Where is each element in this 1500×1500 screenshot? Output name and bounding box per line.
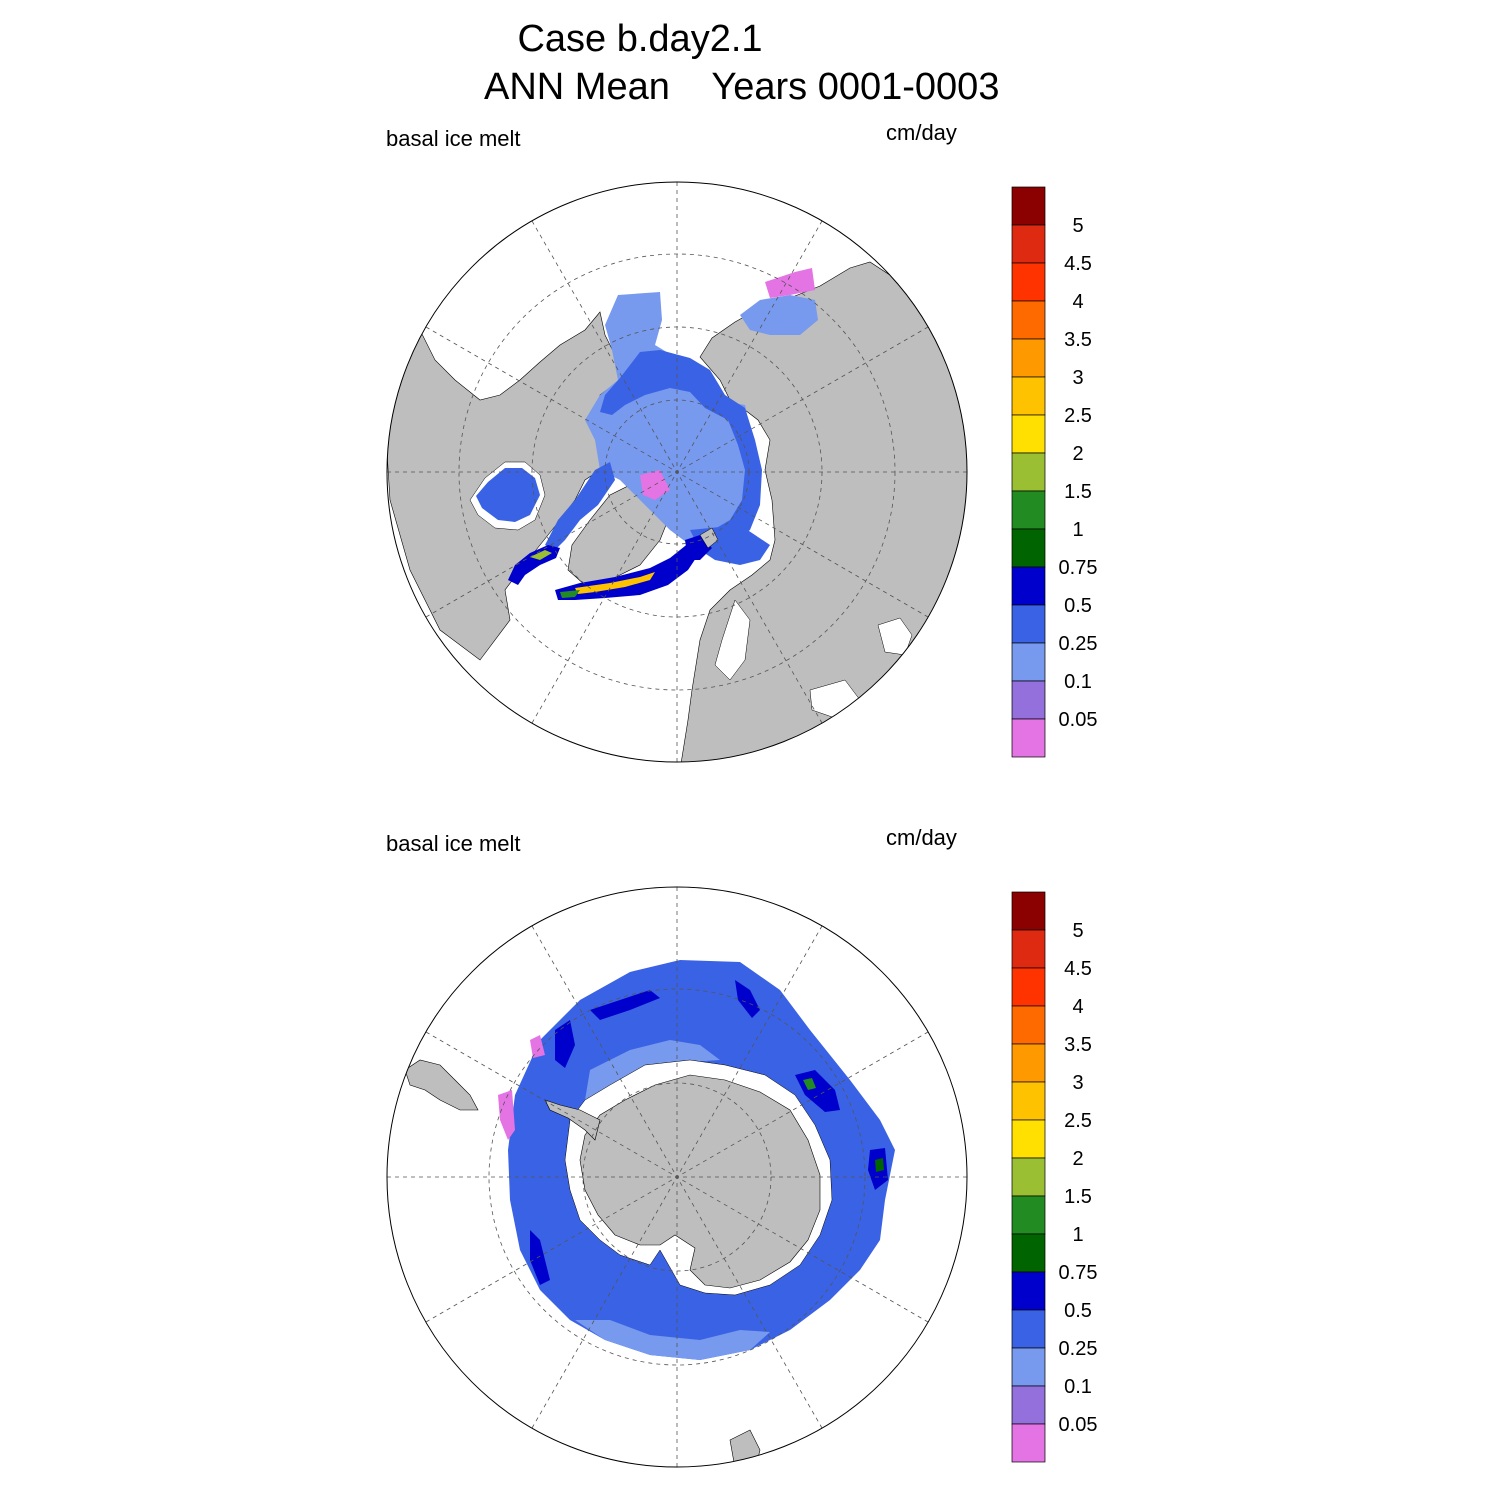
north-colorbar-swatch xyxy=(1011,604,1046,644)
antarctica-land xyxy=(579,1074,821,1289)
north-colorbar-swatch xyxy=(1011,338,1046,378)
south-colorbar-swatch xyxy=(1011,1119,1046,1159)
south-colorbar-label: 1.5 xyxy=(1064,1186,1092,1208)
southern-ocean-melt-fringe xyxy=(575,1320,770,1360)
south-colorbar-swatch xyxy=(1011,929,1046,969)
north-colorbar-swatch xyxy=(1011,186,1046,226)
drake-passage-melt-low xyxy=(498,1090,515,1140)
baltic-water xyxy=(714,599,751,681)
south-units-label: cm/day xyxy=(886,825,957,850)
north-colorbar-label: 0.05 xyxy=(1059,709,1098,731)
australia-land xyxy=(729,1429,761,1467)
north-colorbar-swatch xyxy=(1011,376,1046,416)
svalbard-land xyxy=(699,527,719,549)
south-colorbar-label: 0.5 xyxy=(1064,1300,1092,1322)
north-colorbar-swatch xyxy=(1011,490,1046,530)
north-colorbar: 5 4.5 4 3.5 3 2.5 2 1.5 1 0.75 0.5 0.25 0.1 0.05 xyxy=(1011,186,1098,758)
south-colorbar-swatch xyxy=(1011,1385,1046,1425)
arctic-basin-melt xyxy=(585,292,760,545)
caspian-water xyxy=(877,617,913,656)
south-colorbar-swatch xyxy=(1011,1271,1046,1311)
weddell-east-melt-high xyxy=(735,980,760,1018)
arctic-marginal-melt xyxy=(600,350,762,545)
north-polar-map xyxy=(387,190,967,762)
north-colorbar-swatch xyxy=(1011,642,1046,682)
south-colorbar-swatch xyxy=(1011,1157,1046,1197)
south-colorbar-label: 4 xyxy=(1072,996,1083,1018)
east-greenland-melt-high xyxy=(555,542,700,600)
south-colorbar-label: 2.5 xyxy=(1064,1110,1092,1132)
south-colorbar-label: 2 xyxy=(1072,1148,1083,1170)
south-colorbar-label: 0.25 xyxy=(1059,1338,1098,1360)
south-colorbar: 5 4.5 4 3.5 3 2.5 2 1.5 1 0.75 0.5 0.25 0.1 0.05 xyxy=(1011,891,1098,1463)
north-colorbar-swatch xyxy=(1011,300,1046,340)
south-map-boundary xyxy=(386,886,968,1468)
bering-sea-melt-low xyxy=(765,268,815,298)
north-colorbar-label: 0.5 xyxy=(1064,595,1092,617)
north-colorbar-label: 0.75 xyxy=(1059,557,1098,579)
south-variable-label: basal ice melt xyxy=(386,831,521,856)
north-colorbar-swatch xyxy=(1011,528,1046,568)
kerguelen-melt-peak xyxy=(875,1158,884,1172)
north-colorbar-label: 4 xyxy=(1072,291,1083,313)
weddell-melt-high xyxy=(590,990,660,1020)
south-colorbar-swatch xyxy=(1011,1347,1046,1387)
south-graticule xyxy=(387,887,967,1467)
north-colorbar-swatch xyxy=(1011,414,1046,454)
north-colorbar-label: 4.5 xyxy=(1064,253,1092,275)
plot-title-case: Case b.day2.1 xyxy=(517,18,763,60)
north-graticule xyxy=(387,182,967,762)
south-colorbar-label: 3.5 xyxy=(1064,1034,1092,1056)
south-colorbar-swatch xyxy=(1011,1423,1046,1463)
north-map-boundary xyxy=(386,181,968,763)
north-colorbar-swatch xyxy=(1011,452,1046,492)
east-greenland-melt-green xyxy=(560,590,580,598)
north-colorbar-label: 1 xyxy=(1072,519,1083,541)
plot-title-period: ANN Mean Years 0001-0003 xyxy=(484,66,1000,108)
north-colorbar-swatch xyxy=(1011,718,1046,758)
south-colorbar-label: 5 xyxy=(1072,920,1083,942)
north-colorbar-label: 2.5 xyxy=(1064,405,1092,427)
north-colorbar-swatch xyxy=(1011,566,1046,606)
west-antarctic-melt-high xyxy=(555,1020,575,1068)
south-colorbar-swatch xyxy=(1011,1309,1046,1349)
north-variable-label: basal ice melt xyxy=(386,126,521,151)
south-colorbar-swatch xyxy=(1011,891,1046,931)
indian-melt-peak xyxy=(803,1078,816,1090)
south-colorbar-label: 0.05 xyxy=(1059,1414,1098,1436)
labrador-sea-melt-peak xyxy=(530,550,552,560)
south-colorbar-label: 4.5 xyxy=(1064,958,1092,980)
pacific-water xyxy=(630,190,760,270)
south-colorbar-label: 3 xyxy=(1072,1072,1083,1094)
north-colorbar-label: 3 xyxy=(1072,367,1083,389)
south-america-land xyxy=(404,1059,479,1111)
south-colorbar-label: 0.1 xyxy=(1064,1376,1092,1398)
antarctic-peninsula-melt-low xyxy=(530,1035,545,1058)
hudson-bay-melt xyxy=(476,468,540,522)
north-colorbar-swatch xyxy=(1011,262,1046,302)
ross-sea-melt-high xyxy=(530,1230,550,1285)
south-colorbar-swatch xyxy=(1011,1081,1046,1121)
east-greenland-melt-peak xyxy=(575,572,655,594)
north-colorbar-label: 5 xyxy=(1072,215,1083,237)
south-polar-map xyxy=(404,960,895,1467)
north-colorbar-label: 0.25 xyxy=(1059,633,1098,655)
north-colorbar-swatch xyxy=(1011,680,1046,720)
bering-sea-melt xyxy=(740,295,818,335)
south-colorbar-swatch xyxy=(1011,1195,1046,1235)
baffin-bay-melt xyxy=(545,462,615,550)
south-colorbar-swatch xyxy=(1011,1005,1046,1045)
south-colorbar-label: 1 xyxy=(1072,1224,1083,1246)
south-colorbar-swatch xyxy=(1011,1043,1046,1083)
north-colorbar-label: 2 xyxy=(1072,443,1083,465)
south-colorbar-label: 0.75 xyxy=(1059,1262,1098,1284)
north-units-label: cm/day xyxy=(886,120,957,145)
north-colorbar-label: 3.5 xyxy=(1064,329,1092,351)
north-colorbar-label: 1.5 xyxy=(1064,481,1092,503)
south-colorbar-swatch xyxy=(1011,967,1046,1007)
north-colorbar-label: 0.1 xyxy=(1064,671,1092,693)
south-colorbar-swatch xyxy=(1011,1233,1046,1273)
north-colorbar-swatch xyxy=(1011,224,1046,264)
